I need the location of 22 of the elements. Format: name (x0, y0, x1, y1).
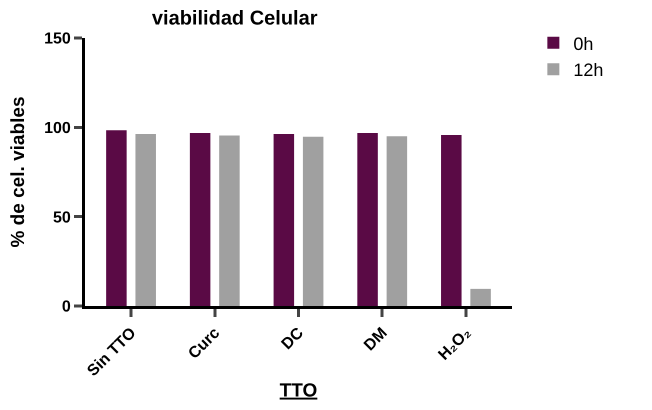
bar (470, 288, 491, 306)
x-tick-label: Sin TTO (84, 324, 140, 380)
bar (219, 136, 240, 306)
legend-label: 12h (573, 60, 604, 80)
y-axis-title: % de cel. viables (8, 96, 29, 248)
bar (302, 136, 324, 306)
bar (190, 133, 210, 306)
y-tick-label: 50 (53, 209, 71, 226)
x-axis-title: TTO (280, 380, 318, 402)
bar (386, 136, 408, 306)
x-tick-label: DM (361, 324, 391, 354)
bar (357, 133, 378, 306)
y-tick-label: 0 (62, 298, 71, 316)
x-tick-label: DC (278, 324, 308, 354)
y-tick-label: 150 (44, 30, 71, 48)
bar (441, 135, 462, 306)
bar (135, 134, 156, 306)
chart-title: viabilidad Celular (152, 7, 318, 30)
bar (274, 134, 294, 306)
bar (106, 130, 127, 306)
legend-label: 0h (573, 34, 594, 54)
y-tick-label: 100 (44, 120, 71, 137)
